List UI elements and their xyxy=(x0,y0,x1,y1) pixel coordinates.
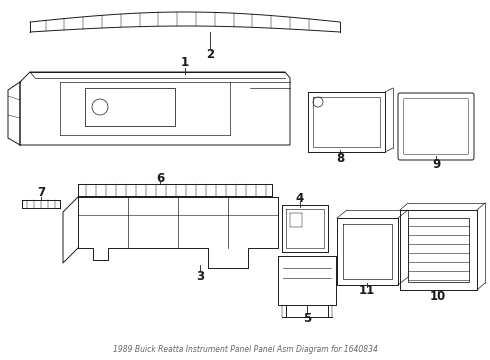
Text: 7: 7 xyxy=(37,186,45,199)
Text: 4: 4 xyxy=(296,192,304,204)
Text: 3: 3 xyxy=(196,270,204,283)
Text: 6: 6 xyxy=(156,171,164,184)
Text: 9: 9 xyxy=(432,158,440,171)
Text: 5: 5 xyxy=(303,311,311,324)
Text: 1: 1 xyxy=(181,57,189,69)
Text: 8: 8 xyxy=(336,152,344,165)
Bar xyxy=(85,88,175,126)
Text: 1989 Buick Reatta Instrument Panel Panel Asm Diagram for 1640834: 1989 Buick Reatta Instrument Panel Panel… xyxy=(113,346,377,355)
Text: 11: 11 xyxy=(359,284,375,297)
Text: 2: 2 xyxy=(206,49,214,62)
Text: 10: 10 xyxy=(430,291,446,303)
